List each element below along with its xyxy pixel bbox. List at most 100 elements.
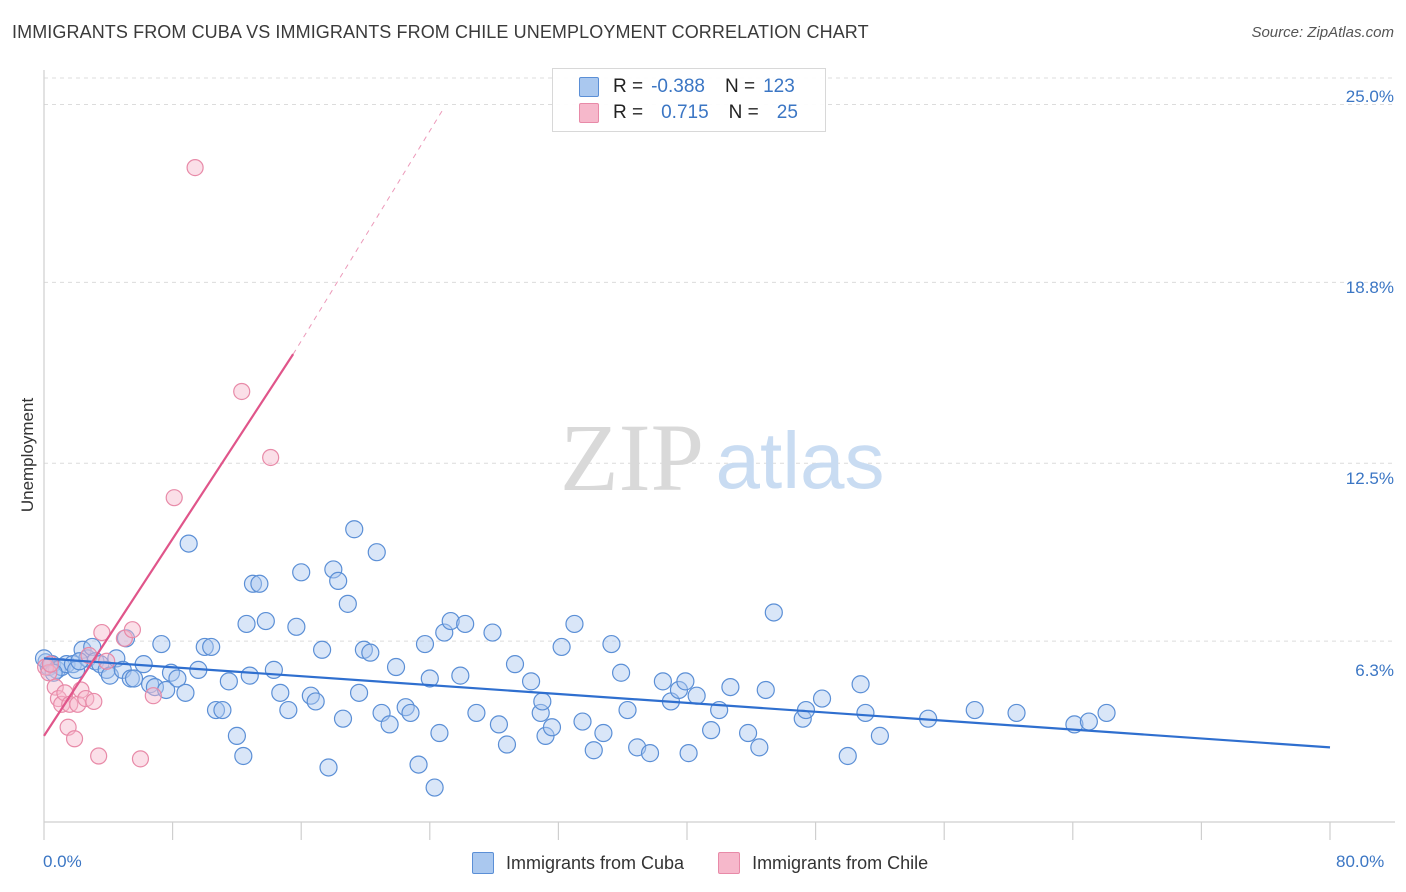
cuba-point (441, 611, 460, 631)
legend-label-chile: Immigrants from Chile (752, 852, 929, 873)
chile-trend-line (43, 353, 295, 737)
cuba-point (602, 634, 621, 654)
cuba-point (195, 637, 214, 657)
chile-point (165, 489, 183, 507)
cuba-point (237, 614, 256, 634)
cuba-point (140, 675, 160, 694)
cuba-points (34, 520, 1116, 797)
cuba-point (396, 698, 415, 717)
cuba-point (264, 660, 283, 679)
cuba-point (838, 746, 857, 766)
cuba-point (435, 623, 454, 642)
cuba-point (83, 637, 102, 657)
cuba-point (738, 723, 758, 743)
n-value: 25 (776, 102, 798, 123)
n-label: N = (728, 102, 759, 123)
cuba-point (409, 755, 428, 774)
cuba-point (965, 700, 984, 720)
cuba-point (456, 614, 475, 634)
cuba-point (640, 744, 660, 763)
cuba-point (505, 655, 525, 674)
cuba-point (653, 672, 672, 691)
cuba-point (489, 715, 509, 734)
cuba-point (687, 686, 706, 705)
cuba-point (721, 677, 740, 697)
cuba-point (345, 520, 364, 539)
r-value: -0.388 (651, 76, 705, 97)
legend-item-cuba: Immigrants from Cuba (472, 852, 684, 874)
cuba-swatch (472, 852, 494, 874)
cuba-point (679, 744, 698, 763)
cuba-point (312, 640, 332, 659)
cuba-point (531, 703, 550, 723)
cuba-point (521, 672, 541, 691)
cuba-point (124, 669, 144, 688)
cuba-point (430, 723, 449, 743)
cuba-point (618, 700, 637, 720)
cuba-point (219, 672, 238, 691)
cuba-point (856, 703, 875, 723)
cuba-point (467, 703, 486, 723)
axes (43, 70, 1395, 840)
legend-row-cuba: R = -0.388 N = 123 (579, 75, 795, 99)
cuba-point (812, 689, 832, 708)
chile-point (186, 158, 204, 177)
chile-point (85, 692, 103, 711)
cuba-point (380, 715, 399, 734)
y-tick-label: 25.0% (1345, 87, 1394, 106)
cuba-trend-line (43, 657, 1331, 749)
cuba-point (420, 669, 439, 688)
chile-point (90, 747, 108, 765)
cuba-point (287, 617, 306, 636)
cuba-point (145, 677, 165, 697)
cuba-point (870, 726, 890, 745)
trend-lines (43, 107, 1331, 749)
n-value: 123 (763, 76, 795, 97)
y-tick-label: 18.8% (1345, 278, 1394, 297)
cuba-point (367, 543, 386, 562)
cuba-point (256, 611, 275, 631)
cuba-point (584, 741, 603, 760)
cuba-point (179, 534, 198, 553)
cuba-point (611, 663, 631, 682)
cuba-point (764, 603, 783, 622)
chile-point (65, 730, 84, 748)
cuba-point (333, 709, 353, 728)
correlation-legend: R = -0.388 N = 123 R = 0.715 N = 25 (552, 68, 826, 132)
cuba-point (329, 571, 348, 591)
r-value: 0.715 (661, 102, 709, 123)
cuba-point (206, 700, 226, 720)
cuba-point (565, 614, 584, 634)
x-tick-label: 0.0% (43, 852, 82, 871)
cuba-swatch (579, 77, 599, 97)
cuba-point (202, 637, 221, 657)
cuba-point (542, 718, 562, 737)
cuba-point (851, 675, 870, 694)
cuba-point (240, 666, 259, 685)
source-label: Source: ZipAtlas.com (1251, 24, 1394, 41)
cuba-point (386, 657, 406, 677)
chile-point (144, 687, 162, 705)
y-tick-label: 12.5% (1345, 469, 1394, 488)
chile-point (93, 623, 111, 642)
cuba-point (1097, 703, 1116, 723)
chart-title: IMMIGRANTS FROM CUBA VS IMMIGRANTS FROM … (12, 22, 869, 42)
cuba-point (361, 643, 380, 662)
cuba-point (157, 680, 176, 700)
cuba-point (451, 666, 470, 685)
cuba-point (483, 623, 502, 642)
cuba-point (702, 721, 721, 740)
chile-point (131, 750, 150, 768)
cuba-point (279, 700, 298, 720)
cuba-point (415, 634, 435, 654)
y-tick-label: 6.3% (1355, 661, 1394, 680)
cuba-point (227, 726, 246, 745)
watermark-atlas: atlas (716, 416, 885, 505)
cuba-point (497, 735, 517, 754)
x-tick-label: 80.0% (1336, 852, 1385, 871)
cuba-point (234, 746, 253, 766)
series-legend: Immigrants from Cuba Immigrants from Chi… (472, 852, 962, 874)
r-label: R = (613, 102, 644, 123)
cuba-point (1079, 712, 1098, 731)
